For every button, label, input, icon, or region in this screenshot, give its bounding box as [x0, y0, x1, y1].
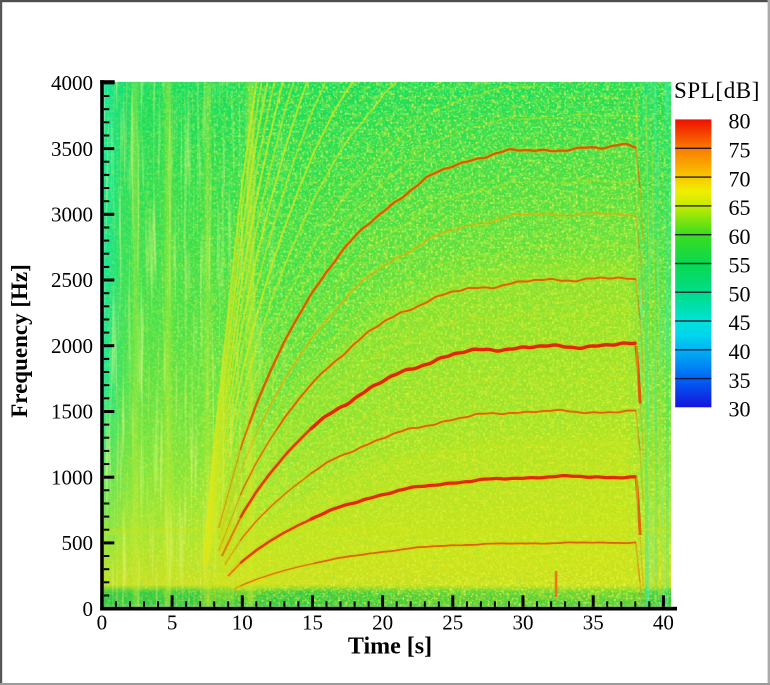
svg-text:30: 30: [729, 397, 751, 422]
svg-text:2000: 2000: [51, 334, 93, 358]
svg-text:1000: 1000: [51, 465, 93, 489]
svg-text:SPL[dB]: SPL[dB]: [674, 78, 760, 103]
svg-text:40: 40: [729, 339, 751, 364]
svg-text:35: 35: [729, 368, 751, 393]
svg-text:0: 0: [83, 597, 94, 621]
svg-text:Frequency [Hz]: Frequency [Hz]: [7, 264, 32, 418]
svg-text:55: 55: [729, 253, 751, 278]
svg-text:80: 80: [729, 109, 751, 134]
svg-text:Time [s]: Time [s]: [348, 634, 432, 660]
svg-text:20: 20: [372, 611, 393, 635]
svg-text:50: 50: [729, 281, 751, 306]
svg-text:0: 0: [97, 611, 108, 635]
svg-text:35: 35: [583, 611, 604, 635]
svg-text:70: 70: [729, 166, 751, 191]
svg-text:30: 30: [513, 611, 534, 635]
svg-text:2500: 2500: [51, 268, 93, 292]
svg-text:75: 75: [729, 138, 751, 163]
svg-text:3500: 3500: [51, 137, 93, 161]
svg-text:25: 25: [442, 611, 463, 635]
svg-text:3000: 3000: [51, 203, 93, 227]
svg-text:5: 5: [167, 611, 178, 635]
svg-text:60: 60: [729, 224, 751, 249]
svg-text:40: 40: [653, 611, 674, 635]
svg-text:45: 45: [729, 310, 751, 335]
svg-text:4000: 4000: [51, 71, 93, 95]
svg-text:15: 15: [302, 611, 323, 635]
svg-text:1500: 1500: [51, 400, 93, 424]
svg-text:500: 500: [62, 531, 94, 555]
svg-text:65: 65: [729, 195, 751, 220]
svg-text:10: 10: [232, 611, 253, 635]
